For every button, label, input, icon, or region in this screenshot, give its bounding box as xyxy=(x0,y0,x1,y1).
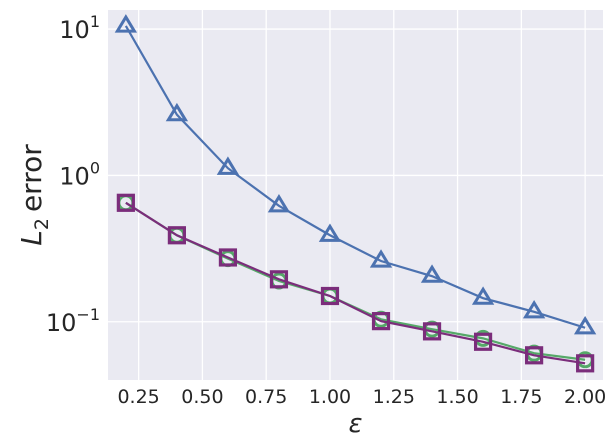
square-marker xyxy=(525,346,544,365)
x-tick-label: 0.25 xyxy=(117,386,159,408)
triangle-marker xyxy=(573,315,597,335)
plot-background xyxy=(108,10,603,380)
x-tick-label: 2.00 xyxy=(564,386,606,408)
y-axis-label-prefix: L xyxy=(15,230,48,246)
square-marker xyxy=(576,354,595,373)
y-axis-label: L2 error xyxy=(15,144,53,246)
series-line xyxy=(124,25,586,329)
x-tick-label: 1.50 xyxy=(436,386,478,408)
square-marker xyxy=(167,226,186,245)
y-axis-label-subscript: 2 xyxy=(31,218,53,230)
square-marker xyxy=(269,270,289,289)
triangle-marker xyxy=(267,193,291,213)
y-tick-labels: 10−1 100 101 xyxy=(46,12,100,337)
square-marker xyxy=(473,332,493,351)
x-tick-label: 0.50 xyxy=(181,386,223,408)
x-tick-label: 1.00 xyxy=(309,386,351,408)
square-marker xyxy=(422,322,442,341)
square-marker xyxy=(218,248,238,267)
y-tick-label: 100 xyxy=(59,158,100,190)
grid-lines xyxy=(108,10,603,380)
x-tick-label: 0.75 xyxy=(245,386,287,408)
x-tick-labels: 0.25 0.50 0.75 1.00 1.25 1.50 1.75 2.00 xyxy=(117,386,606,408)
triangle-marker xyxy=(114,14,138,33)
y-tick-label: 101 xyxy=(59,12,100,44)
triangle-marker xyxy=(369,249,393,268)
y-tick-label: 10−1 xyxy=(46,305,100,337)
series-layer xyxy=(114,14,597,373)
series-line xyxy=(125,201,586,365)
square-marker xyxy=(320,286,340,306)
triangle-marker xyxy=(216,156,240,175)
x-tick-label: 1.25 xyxy=(373,386,415,408)
series-triangle xyxy=(114,14,597,335)
triangle-marker xyxy=(471,286,495,305)
triangle-marker xyxy=(522,299,546,319)
x-axis-label: ε xyxy=(348,409,362,439)
square-marker xyxy=(116,193,135,212)
triangle-marker xyxy=(420,264,444,283)
y-axis-label-text: error xyxy=(15,144,48,212)
series-square xyxy=(116,193,595,373)
triangle-marker xyxy=(318,223,342,242)
triangle-marker xyxy=(165,102,189,122)
square-marker xyxy=(371,312,391,331)
x-tick-label: 1.75 xyxy=(500,386,542,408)
